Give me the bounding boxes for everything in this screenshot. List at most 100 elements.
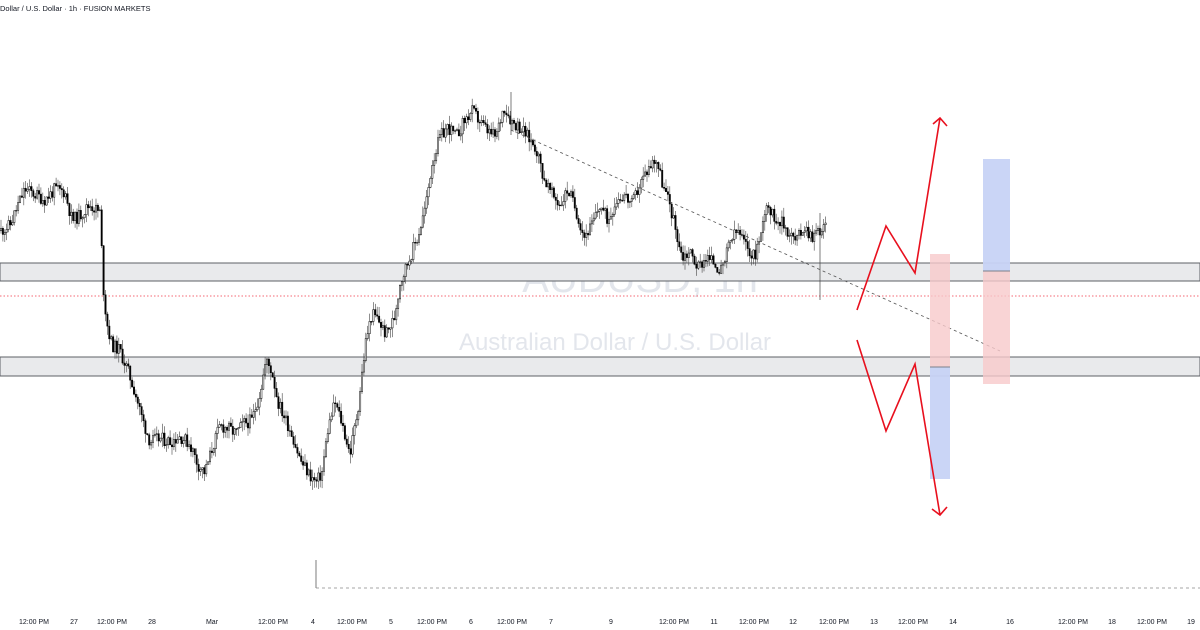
candle — [174, 432, 177, 452]
candle — [273, 370, 276, 398]
candle — [780, 210, 783, 235]
bear-candle — [349, 448, 352, 455]
candle — [146, 433, 149, 436]
bull-candle — [617, 199, 620, 204]
bull-candle — [803, 230, 806, 233]
candle — [74, 211, 77, 228]
bear-candle — [157, 433, 160, 442]
candle — [573, 188, 576, 212]
bear-candle — [543, 178, 546, 181]
bull-candle — [155, 433, 158, 435]
candle — [668, 186, 671, 213]
bull-candle — [465, 116, 468, 124]
bear-candle — [786, 227, 789, 237]
bull-candle — [77, 210, 80, 224]
candle — [220, 423, 223, 431]
bull-candle — [723, 261, 726, 264]
candle — [416, 239, 419, 247]
bear-candle — [334, 402, 337, 404]
bear-candle — [541, 163, 544, 179]
candle — [355, 414, 358, 429]
candle — [368, 313, 371, 342]
bear-candle — [380, 322, 382, 328]
bull-candle — [237, 427, 240, 429]
bear-candle — [131, 379, 134, 388]
candle — [343, 422, 346, 441]
candle — [89, 200, 92, 211]
candle — [433, 153, 436, 174]
candle — [201, 467, 204, 479]
bull-candle — [761, 221, 764, 234]
candle — [237, 427, 240, 436]
bear-candle — [807, 226, 810, 239]
bear-candle — [674, 215, 677, 230]
candle — [197, 458, 200, 481]
bull-candle — [7, 220, 10, 230]
bull-candle — [351, 435, 354, 455]
candle — [533, 139, 536, 155]
bear-candle — [473, 105, 476, 109]
bear-candle — [222, 424, 225, 433]
candle — [180, 436, 183, 447]
bull-candle — [410, 259, 413, 262]
candle — [402, 274, 405, 291]
candle — [459, 125, 462, 141]
candle — [245, 413, 248, 428]
candle — [418, 228, 420, 246]
candle — [231, 419, 234, 442]
candle — [803, 226, 806, 238]
bear-candle — [127, 363, 130, 367]
candle — [788, 229, 791, 243]
bull-candle — [820, 231, 823, 236]
bull-candle — [756, 243, 759, 260]
candle — [653, 155, 656, 173]
candle — [777, 217, 780, 231]
bear-candle — [342, 422, 344, 426]
candle — [494, 127, 496, 143]
candle — [53, 182, 56, 206]
candle — [404, 263, 407, 284]
candle — [528, 121, 531, 152]
bull-candle — [421, 215, 424, 228]
bear-candle — [503, 110, 506, 114]
candle — [233, 427, 236, 440]
bull-candle — [114, 340, 116, 353]
candle — [286, 411, 289, 437]
candle — [20, 187, 23, 199]
bull-candle — [110, 336, 113, 340]
bull-candle — [784, 227, 787, 229]
candle — [723, 259, 726, 267]
candle — [799, 223, 802, 240]
candle — [68, 202, 71, 225]
candle — [372, 302, 375, 326]
bull-candle — [813, 232, 816, 242]
bear-candle — [767, 205, 770, 208]
candle — [319, 465, 322, 488]
candle — [1, 226, 4, 242]
candle — [454, 129, 457, 135]
bear-candle — [144, 420, 147, 434]
bear-candle — [668, 194, 671, 205]
candle — [203, 464, 206, 481]
candle — [446, 123, 449, 136]
candle — [81, 216, 84, 228]
candle — [414, 237, 417, 251]
bull-candle — [471, 105, 474, 114]
candle — [771, 208, 774, 218]
candle — [714, 263, 717, 269]
candle — [226, 425, 229, 439]
candle — [798, 228, 800, 240]
candle — [380, 318, 382, 337]
bull-candle — [321, 471, 324, 481]
candle — [87, 200, 90, 217]
candle — [448, 115, 451, 144]
bear-candle — [345, 438, 348, 445]
candle — [317, 467, 320, 490]
bear-candle — [220, 424, 223, 426]
bear-candle — [87, 204, 90, 209]
bear-candle — [524, 125, 527, 137]
bear-candle — [535, 151, 538, 157]
bull-candle — [70, 211, 73, 216]
bull-candle — [590, 220, 593, 225]
